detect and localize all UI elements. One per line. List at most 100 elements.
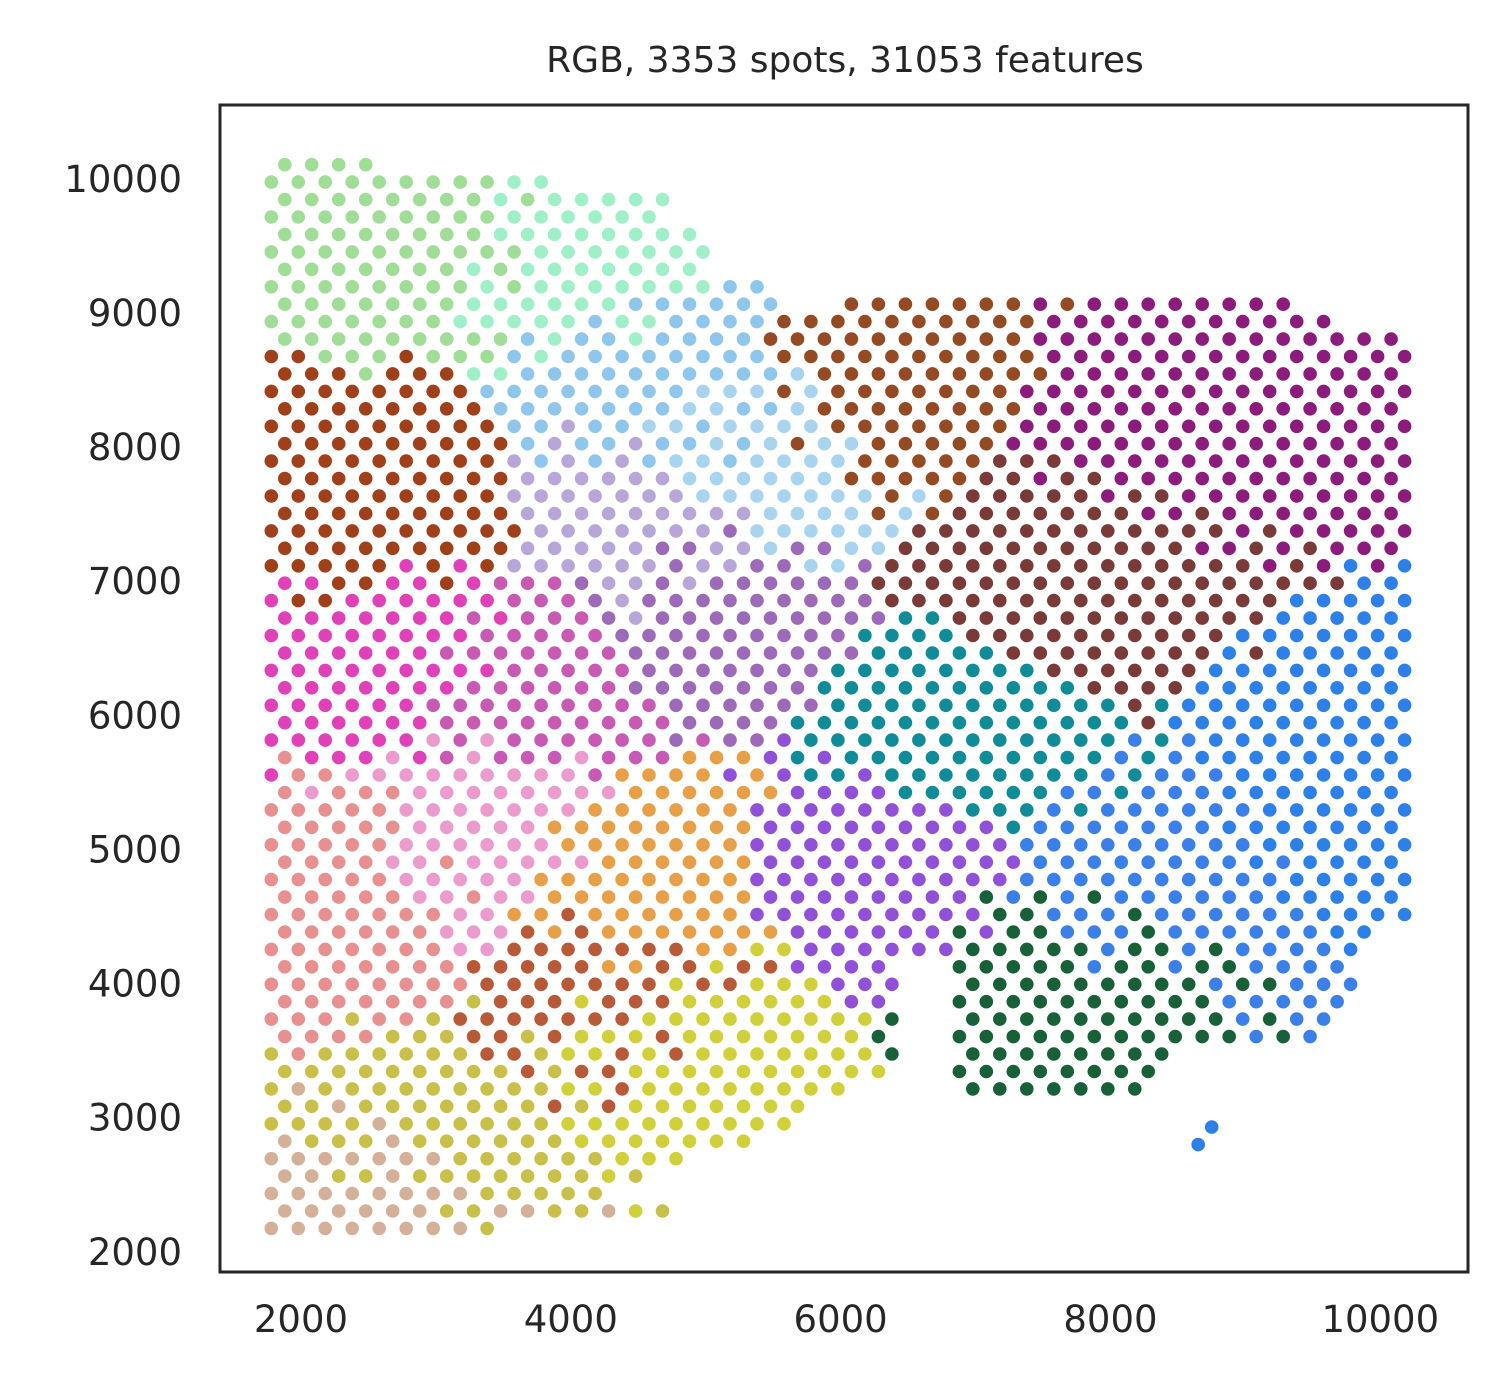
spot xyxy=(479,1185,495,1202)
spot xyxy=(1235,523,1251,539)
spot xyxy=(1275,575,1291,591)
spot xyxy=(1221,749,1237,766)
spot xyxy=(1113,505,1129,522)
spot xyxy=(668,418,684,434)
spot xyxy=(762,889,779,905)
spot xyxy=(951,680,968,696)
spot xyxy=(614,976,630,992)
spot xyxy=(317,383,333,399)
spot xyxy=(1397,662,1413,679)
spot xyxy=(304,784,320,801)
spot xyxy=(465,610,482,626)
spot xyxy=(412,470,428,487)
spot xyxy=(830,732,846,748)
spot xyxy=(1248,819,1264,835)
spot xyxy=(884,627,900,644)
spot xyxy=(425,488,441,504)
spot xyxy=(1370,767,1386,783)
spot xyxy=(546,226,563,242)
spot xyxy=(479,488,495,504)
spot xyxy=(803,627,819,644)
spot xyxy=(870,296,887,312)
spot xyxy=(600,854,617,870)
spot xyxy=(263,1116,279,1132)
spot xyxy=(560,871,576,888)
spot xyxy=(1208,348,1224,365)
spot xyxy=(1154,418,1170,434)
spot xyxy=(277,1203,293,1219)
spot xyxy=(358,749,374,766)
spot xyxy=(412,784,428,801)
spot xyxy=(614,941,630,958)
y-tick-label: 8000 xyxy=(88,426,182,469)
spot xyxy=(317,976,333,992)
x-tick-label: 10000 xyxy=(1321,1298,1439,1341)
spot xyxy=(897,819,914,835)
spot xyxy=(1100,767,1116,783)
spot xyxy=(654,959,671,975)
spot xyxy=(1343,697,1359,713)
spot xyxy=(452,1185,468,1202)
spot xyxy=(533,244,549,260)
spot xyxy=(951,540,968,556)
spot xyxy=(668,871,684,888)
spot xyxy=(1275,959,1291,975)
spot xyxy=(681,366,698,382)
spot xyxy=(1019,383,1035,399)
spot xyxy=(358,645,374,661)
spot xyxy=(412,959,428,975)
spot xyxy=(830,488,846,504)
spot xyxy=(600,540,617,556)
spot xyxy=(465,680,482,696)
spot xyxy=(776,383,792,399)
spot xyxy=(1073,383,1089,399)
spot xyxy=(452,279,468,295)
spot xyxy=(870,575,887,591)
spot xyxy=(573,645,590,661)
spot xyxy=(412,854,428,870)
spot xyxy=(371,1011,387,1027)
spot xyxy=(789,610,806,626)
spot xyxy=(358,540,374,556)
spot xyxy=(884,941,900,958)
spot xyxy=(1343,523,1359,539)
spot xyxy=(1248,784,1264,801)
spot xyxy=(1032,924,1048,940)
spot xyxy=(465,366,482,382)
spot xyxy=(816,959,833,975)
spot xyxy=(1167,366,1183,382)
spot xyxy=(641,1046,657,1062)
spot xyxy=(600,505,617,522)
spot xyxy=(1100,488,1116,504)
spot xyxy=(1221,401,1237,417)
spot xyxy=(816,854,833,870)
spot xyxy=(290,488,306,504)
spot xyxy=(992,697,1008,713)
spot xyxy=(1221,296,1237,312)
spot xyxy=(965,592,981,609)
spot xyxy=(654,610,671,626)
spot xyxy=(1383,436,1399,452)
spot xyxy=(1289,488,1305,504)
spot xyxy=(654,749,671,766)
spot xyxy=(465,1203,482,1219)
spot xyxy=(1275,645,1291,661)
spot xyxy=(1100,627,1116,644)
spot xyxy=(573,889,590,905)
spot xyxy=(506,1185,522,1202)
spot xyxy=(385,680,401,696)
spot xyxy=(290,871,306,888)
spot xyxy=(331,470,347,487)
spot xyxy=(587,627,603,644)
spot xyxy=(1140,959,1156,975)
spot xyxy=(533,174,549,190)
spot xyxy=(465,540,482,556)
spot xyxy=(1140,854,1156,870)
spot xyxy=(1370,348,1386,365)
spot xyxy=(1397,488,1413,504)
spot xyxy=(479,313,495,330)
spot xyxy=(843,645,860,661)
spot xyxy=(519,819,536,835)
spot xyxy=(614,279,630,295)
spot xyxy=(641,313,657,330)
